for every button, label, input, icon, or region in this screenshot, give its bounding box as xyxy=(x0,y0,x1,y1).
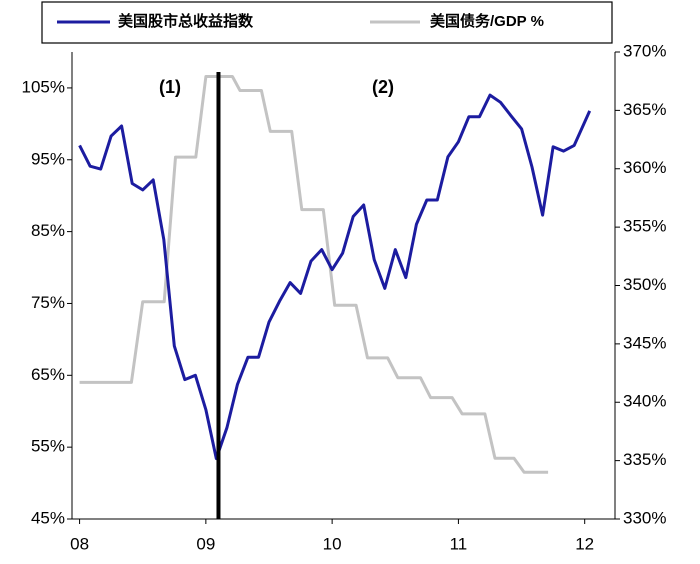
x-tick-label: 08 xyxy=(70,534,89,553)
y2-tick-label: 330% xyxy=(623,508,666,527)
annotation: (1) xyxy=(159,77,181,97)
x-tick-label: 10 xyxy=(323,534,342,553)
legend-box xyxy=(41,1,613,44)
series-line xyxy=(79,75,549,474)
series-line xyxy=(78,93,592,461)
y2-tick-label: 360% xyxy=(623,158,666,177)
y2-tick-label: 355% xyxy=(623,217,666,236)
y2-tick-label: 335% xyxy=(623,450,666,469)
x-tick-label: 09 xyxy=(196,534,215,553)
x-tick-label: 12 xyxy=(575,534,594,553)
y2-tick-label: 370% xyxy=(623,41,666,60)
y-tick-label: 105% xyxy=(22,77,65,96)
y-tick-label: 75% xyxy=(31,293,65,312)
y-tick-label: 65% xyxy=(31,365,65,384)
y2-tick-label: 365% xyxy=(623,100,666,119)
annotation: (2) xyxy=(372,77,394,97)
y-tick-label: 95% xyxy=(31,149,65,168)
legend-label: 美国债务/GDP % xyxy=(430,12,544,30)
y-tick-label: 45% xyxy=(31,508,65,527)
y2-tick-label: 345% xyxy=(623,333,666,352)
legend-label: 美国股市总收益指数 xyxy=(118,12,254,30)
y-tick-label: 55% xyxy=(31,437,65,456)
x-tick-label: 11 xyxy=(450,534,468,553)
y-tick-label: 85% xyxy=(31,221,65,240)
y2-tick-label: 350% xyxy=(623,275,666,294)
y2-tick-label: 340% xyxy=(623,392,666,411)
